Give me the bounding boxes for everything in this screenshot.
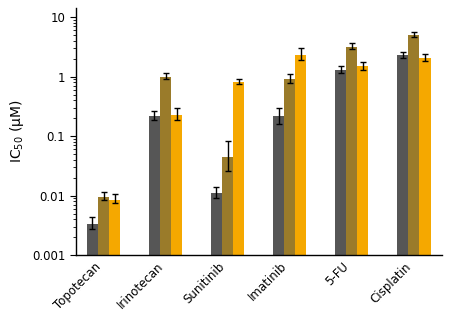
Bar bbox=[233, 83, 244, 320]
Bar bbox=[357, 66, 369, 320]
Bar bbox=[273, 116, 284, 320]
Bar bbox=[408, 35, 419, 320]
Bar bbox=[295, 55, 306, 320]
Bar bbox=[211, 193, 222, 320]
Bar bbox=[397, 55, 408, 320]
Bar bbox=[160, 77, 171, 320]
Bar bbox=[284, 79, 295, 320]
Bar bbox=[149, 116, 160, 320]
Bar bbox=[222, 157, 233, 320]
Bar bbox=[98, 197, 109, 320]
Bar bbox=[171, 115, 182, 320]
Bar bbox=[346, 47, 357, 320]
Y-axis label: IC$_{50}$ (μM): IC$_{50}$ (μM) bbox=[9, 100, 27, 164]
Bar bbox=[109, 200, 120, 320]
Bar bbox=[419, 58, 431, 320]
Bar bbox=[87, 224, 98, 320]
Bar bbox=[335, 70, 346, 320]
